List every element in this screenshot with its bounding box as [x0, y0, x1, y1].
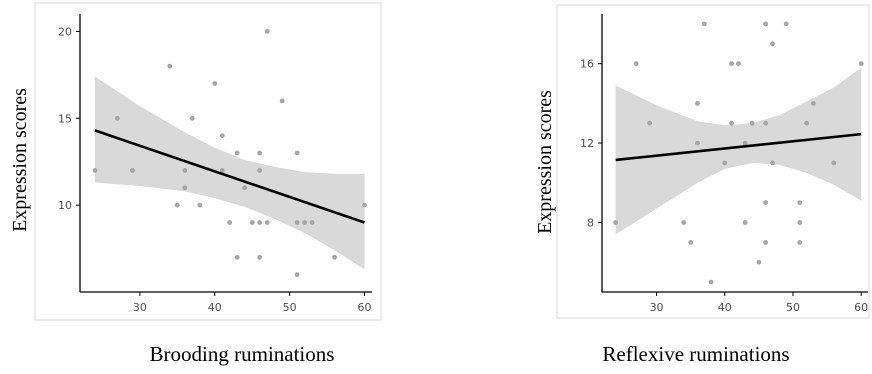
- data-point: [332, 254, 337, 260]
- data-point: [362, 202, 367, 208]
- x-axis-label-brooding: Brooding ruminations: [149, 342, 335, 366]
- data-point: [227, 220, 233, 225]
- data-point: [182, 185, 188, 191]
- data-point: [294, 150, 300, 156]
- data-point: [756, 259, 762, 265]
- data-point: [729, 61, 734, 66]
- data-point: [242, 185, 248, 191]
- data-point: [831, 160, 837, 166]
- data-point: [613, 220, 618, 225]
- data-point: [681, 220, 687, 225]
- data-point: [174, 202, 180, 208]
- data-point: [647, 120, 653, 126]
- data-point: [701, 21, 707, 27]
- chart-svg-reflexive: 8 12 16 30 40 50 60 Expression scores: [534, 4, 870, 319]
- data-point: [811, 101, 816, 106]
- data-point: [234, 150, 240, 156]
- data-point: [189, 115, 195, 121]
- x-axis-label-reflexive: Reflexive ruminations: [602, 342, 790, 366]
- data-point: [302, 220, 307, 225]
- data-point: [695, 101, 700, 106]
- data-point: [858, 61, 864, 66]
- data-point: [130, 168, 135, 173]
- x-tick-label: 30: [650, 301, 664, 314]
- data-point: [264, 220, 270, 225]
- data-point: [695, 140, 700, 146]
- data-point: [763, 21, 769, 27]
- data-point: [197, 202, 203, 208]
- data-point: [257, 254, 263, 260]
- data-point: [257, 168, 263, 173]
- panel-frame: [556, 4, 870, 319]
- data-point: [742, 140, 748, 146]
- data-point: [182, 168, 188, 173]
- data-point: [763, 120, 769, 126]
- data-point: [257, 150, 263, 156]
- data-point: [708, 279, 714, 285]
- data-point: [688, 240, 694, 245]
- data-point: [749, 120, 755, 126]
- y-tick-label: 15: [58, 112, 72, 125]
- y-tick-label: 10: [58, 199, 72, 212]
- data-point: [804, 120, 809, 126]
- x-tick-label: 60: [358, 301, 372, 314]
- panel-frame: [34, 2, 382, 321]
- x-tick-label: 50: [786, 301, 800, 314]
- data-point: [736, 61, 741, 66]
- data-point: [212, 81, 218, 86]
- data-point: [797, 240, 803, 245]
- chart-panel-reflexive: 8 12 16 30 40 50 60 Expression scores Reflexive…: [436, 0, 872, 374]
- data-point: [92, 168, 98, 173]
- y-axis-label-reflexive: Expression scores: [534, 90, 556, 234]
- data-point: [783, 21, 789, 27]
- data-point: [219, 133, 225, 139]
- x-tick-label: 40: [718, 301, 732, 314]
- x-tick-label: 40: [208, 301, 222, 314]
- y-tick-label: 16: [580, 58, 594, 71]
- data-point: [167, 63, 173, 69]
- chart-svg-brooding: 10 15 20 30 40 50 60 Expression scores: [9, 2, 382, 321]
- y-tick-label: 8: [587, 217, 594, 230]
- data-point: [729, 120, 734, 126]
- data-point: [115, 115, 120, 121]
- confidence-band: [95, 76, 365, 270]
- data-point: [249, 220, 255, 225]
- x-tick-label: 30: [133, 301, 147, 314]
- data-point: [797, 200, 803, 206]
- data-point: [770, 160, 775, 166]
- data-point: [763, 200, 769, 206]
- data-point: [742, 220, 748, 225]
- data-point: [770, 41, 775, 47]
- y-tick-label: 12: [580, 137, 594, 150]
- data-point: [279, 98, 285, 104]
- x-tick-label: 60: [854, 301, 868, 314]
- regression-line: [615, 132, 862, 162]
- data-point: [264, 29, 270, 34]
- regression-line: [94, 129, 365, 224]
- data-point: [294, 220, 300, 225]
- confidence-band: [615, 67, 862, 235]
- data-point: [294, 272, 300, 277]
- data-point: [309, 220, 315, 225]
- data-point: [633, 61, 639, 66]
- y-tick-label: 20: [58, 25, 72, 38]
- data-point: [797, 220, 803, 225]
- chart-panel-brooding: 10 15 20 30 40 50 60 Expression scores Brooding…: [9, 2, 382, 366]
- data-point: [763, 240, 769, 245]
- data-point: [234, 254, 240, 260]
- y-axis-label-brooding: Expression scores: [9, 88, 31, 232]
- data-point: [722, 160, 728, 166]
- data-point: [257, 220, 263, 225]
- data-point: [219, 168, 225, 173]
- x-tick-label: 50: [283, 301, 297, 314]
